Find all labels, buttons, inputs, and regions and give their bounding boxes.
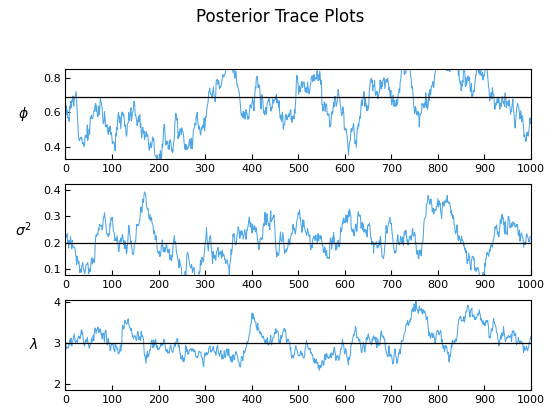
- Text: Posterior Trace Plots: Posterior Trace Plots: [196, 8, 364, 26]
- Y-axis label: $\phi$: $\phi$: [18, 105, 29, 123]
- Y-axis label: $\sigma^2$: $\sigma^2$: [15, 220, 32, 239]
- Y-axis label: $\lambda$: $\lambda$: [29, 337, 39, 352]
